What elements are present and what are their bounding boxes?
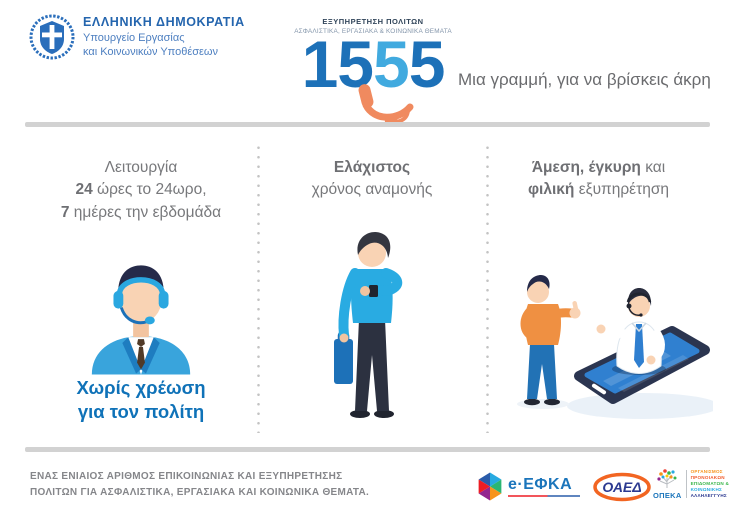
digit-1: 1	[301, 27, 339, 101]
efka-logo: e·ΕΦΚΑ	[476, 471, 580, 502]
ministry-dept-line2: και Κοινωνικών Υποθέσεων	[83, 46, 219, 58]
headset-icon	[358, 84, 414, 126]
feature-availability-title: Λειτουργία 24 ώρες το 24ωρο, 7 ημέρες τη…	[60, 159, 222, 221]
service-eyebrow-line2: ΑΣΦΑΛΙΣΤΙΚΑ, ΕΡΓΑΣΙΑΚΑ & ΚΟΙΝΩΝΙΚΑ ΘΕΜΑΤ…	[294, 28, 452, 35]
number-1555: 1 5 5 5	[283, 27, 463, 101]
digit-5b: 5	[373, 27, 410, 101]
oaed-label: ΟΑΕΔ	[602, 479, 641, 495]
efka-label: e·ΕΦΚΑ	[508, 476, 573, 493]
feature-waiting-title: Ελάχιστος χρόνος αναμονής	[311, 159, 433, 199]
ministry-title: ΕΛΛΗΝΙΚΗ ΔΗΜΟΚΡΑΤΙΑ	[83, 14, 245, 29]
ministry-dept-line1: Υπουργείο Εργασίας	[83, 31, 185, 44]
opeka-tree-icon	[657, 469, 677, 488]
opeka-logo: ΟΠΕΚΑ ΟΡΓΑΝΙΣΜΟΣ ΠΡΟΝΟΙΑΚΩΝ ΕΠΙΔΟΜΑΤΩΝ &…	[653, 468, 729, 500]
service-1555-block: ΕΞΥΠΗΡΕΤΗΣΗ ΠΟΛΙΤΩΝ ΑΣΦΑΛΙΣΤΙΚΑ, ΕΡΓΑΣΙΑ…	[283, 17, 463, 101]
footer-statement: ΕΝΑΣ ΕΝΙΑΙΟΣ ΑΡΙΘΜΟΣ ΕΠΙΚΟΙΝΩΝΙΑΣ ΚΑΙ ΕΞ…	[30, 471, 370, 498]
top-divider-bar	[25, 122, 710, 127]
customer-support-illustration	[517, 275, 713, 419]
bottom-divider-bar	[25, 447, 710, 452]
hellenic-republic-emblem-icon	[29, 14, 75, 60]
call-center-agent-illustration	[91, 265, 191, 375]
service-eyebrow-line1: ΕΞΥΠΗΡΕΤΗΣΗ ΠΟΛΙΤΩΝ	[322, 17, 424, 26]
digit-5c: 5	[408, 27, 446, 101]
column-divider-1	[257, 143, 260, 433]
ministry-logo-block: ΕΛΛΗΝΙΚΗ ΔΗΜΟΚΡΑΤΙΑ Υπουργείο Εργασίας κ…	[28, 13, 245, 61]
opeka-divider	[685, 470, 687, 498]
efka-subtext-bar	[508, 495, 580, 497]
column-divider-2	[486, 143, 489, 433]
efka-hexagon-icon	[478, 472, 502, 501]
oaed-logo: ΟΑΕΔ	[593, 472, 651, 502]
opeka-description: ΟΡΓΑΝΙΣΜΟΣ ΠΡΟΝΟΙΑΚΩΝ ΕΠΙΔΟΜΑΤΩΝ & ΚΟΙΝΩ…	[690, 468, 730, 499]
feature-quality-title: Άμεση, έγκυρη και φιλική εξυπηρέτηση	[527, 159, 670, 199]
opeka-label: ΟΠΕΚΑ	[653, 491, 682, 500]
free-of-charge-note: Χωρίς χρέωση για τον πολίτη	[76, 377, 206, 423]
tagline: Μια γραμμή, για να βρίσκεις άκρη	[458, 70, 711, 89]
man-checking-watch-illustration	[334, 232, 403, 418]
